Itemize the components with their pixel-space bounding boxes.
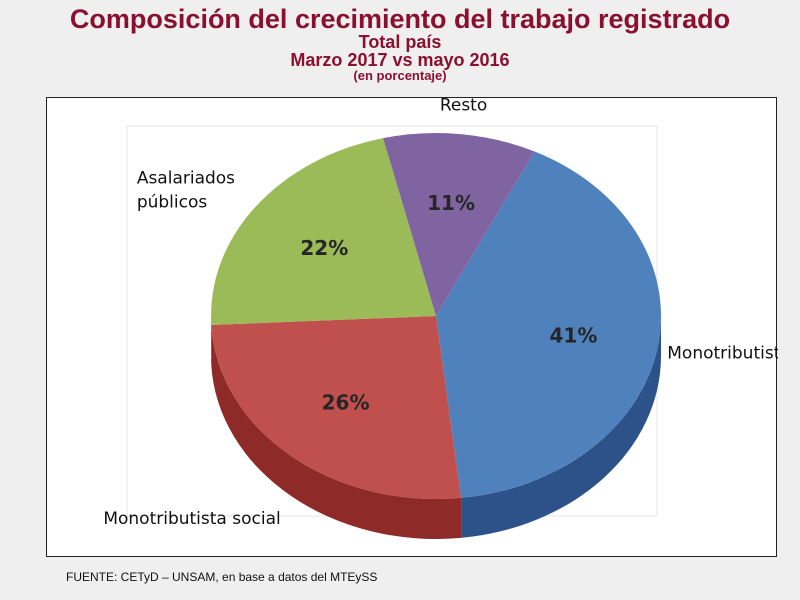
slice-monotributista-social <box>211 316 462 499</box>
category-label-asalariados-publicos: Asalariados públicos <box>137 168 235 212</box>
chart-subtitle-region: Total país <box>358 32 442 52</box>
data-label-monotributista: 41% <box>550 323 598 347</box>
chart-title: Composición del crecimiento del trabajo … <box>69 4 731 34</box>
slice-side-monotributista <box>461 316 661 538</box>
category-label-monotributista: Monotributista <box>667 343 778 363</box>
title-block: Composición del crecimiento del trabajo … <box>0 4 800 83</box>
category-label-monotributista-social: Monotributista social <box>103 509 280 529</box>
chart-subtitle-unit: (en porcentaje) <box>353 68 447 83</box>
category-label-resto: Resto <box>440 98 487 115</box>
slice-asalariados-publicos <box>211 138 436 325</box>
slice-monotributista <box>436 151 661 498</box>
pie-chart: 41% 26% 22% 11% Monotributista Monotributista… <box>103 98 778 539</box>
source-note: FUENTE: CETyD – UNSAM, en base a datos d… <box>66 570 378 584</box>
slice-side-monotributista-social <box>211 324 462 539</box>
data-label-asalariados-publicos: 22% <box>300 236 348 260</box>
data-label-resto: 11% <box>427 191 475 215</box>
data-label-monotributista-social: 26% <box>322 390 370 414</box>
chart-subtitle-period: Marzo 2017 vs mayo 2016 <box>290 50 510 70</box>
slice-resto <box>383 133 535 316</box>
chart-frame: 41% 26% 22% 11% Monotributista Monotributista… <box>46 97 778 557</box>
